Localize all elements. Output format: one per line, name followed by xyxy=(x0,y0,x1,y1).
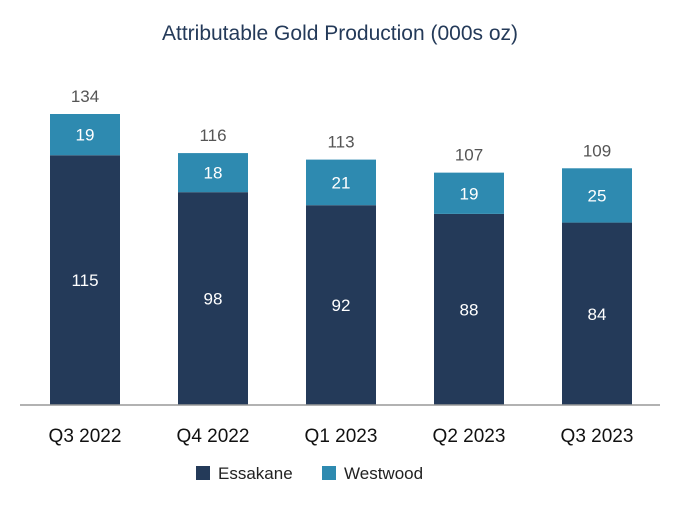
data-label: 115 xyxy=(71,271,98,290)
total-label: 113 xyxy=(327,133,354,152)
data-label: 25 xyxy=(588,186,607,205)
data-label: 92 xyxy=(332,296,351,315)
data-label: 98 xyxy=(204,290,223,309)
total-label: 134 xyxy=(71,87,99,106)
total-label: 109 xyxy=(583,141,611,160)
bar-westwood xyxy=(50,114,120,156)
x-tick-label: Q2 2023 xyxy=(433,426,506,447)
bar-westwood xyxy=(562,168,632,223)
bar-essakane xyxy=(562,222,632,405)
bar-essakane xyxy=(306,205,376,405)
total-label: 107 xyxy=(455,146,483,165)
legend-label-westwood: Westwood xyxy=(344,464,423,483)
bar-westwood xyxy=(306,159,376,206)
data-label: 84 xyxy=(588,305,607,324)
data-label: 21 xyxy=(332,173,351,192)
chart-title: Attributable Gold Production (000s oz) xyxy=(162,22,518,45)
data-label: 18 xyxy=(204,164,223,183)
x-tick-label: Q1 2023 xyxy=(305,426,378,447)
x-tick-label: Q3 2023 xyxy=(561,426,634,447)
bar-essakane xyxy=(178,192,248,405)
bar-westwood xyxy=(178,153,248,193)
total-label: 116 xyxy=(199,126,226,145)
bar-essakane xyxy=(434,213,504,405)
legend-swatch-westwood xyxy=(322,466,336,480)
x-tick-label: Q4 2022 xyxy=(177,426,250,447)
legend-label-essakane: Essakane xyxy=(218,464,293,483)
legend: Essakane Westwood xyxy=(196,464,423,483)
legend-swatch-essakane xyxy=(196,466,210,480)
x-tick-label: Q3 2022 xyxy=(49,426,122,447)
bar-westwood xyxy=(434,172,504,214)
bar-essakane xyxy=(50,155,120,405)
data-label: 88 xyxy=(460,300,479,319)
data-label: 19 xyxy=(460,184,479,203)
data-label: 19 xyxy=(76,126,95,145)
